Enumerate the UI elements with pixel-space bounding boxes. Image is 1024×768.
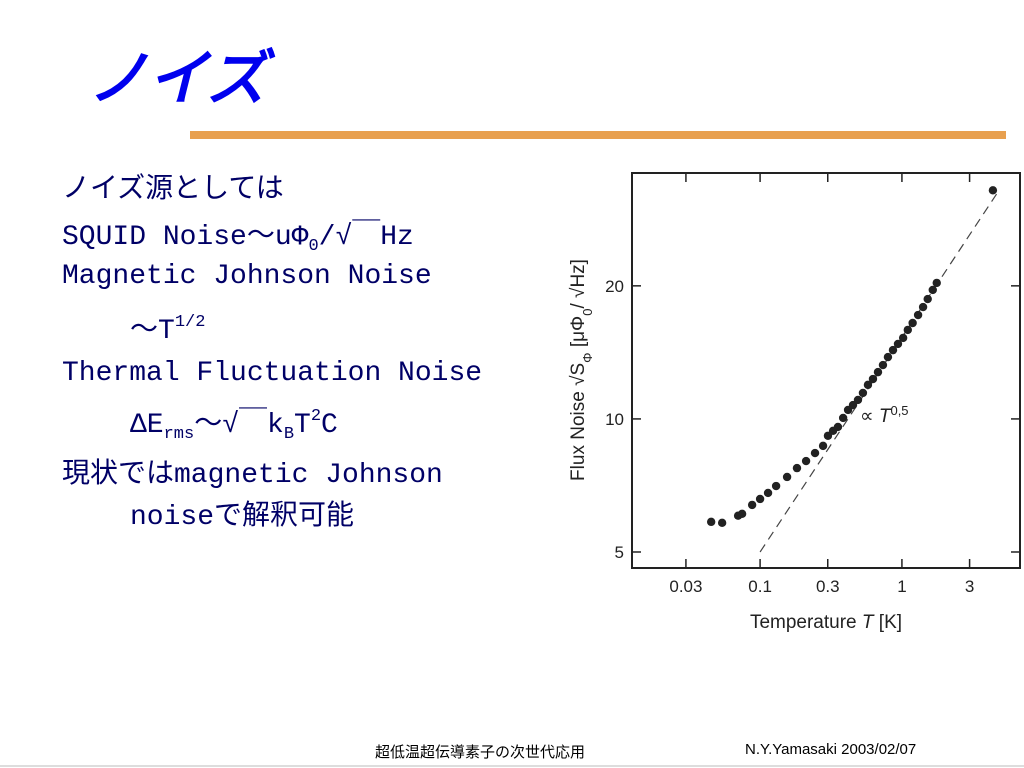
text-run: B <box>283 425 295 444</box>
text-run: ～T <box>130 316 175 347</box>
data-point <box>838 413 848 423</box>
data-point <box>771 481 781 491</box>
x-tick-label: 0.03 <box>669 577 702 596</box>
data-point <box>737 509 747 519</box>
footer-left: 超低温超伝導素子の次世代応用 <box>375 744 586 761</box>
x-tick-label: 0.1 <box>748 577 772 596</box>
data-point <box>888 345 898 355</box>
text-run: Φ <box>580 352 595 362</box>
data-point <box>878 360 888 370</box>
data-point <box>863 380 873 390</box>
text-run: ΔE <box>130 410 164 441</box>
x-tick-label: 0.3 <box>816 577 840 596</box>
text-run: ～√￣k <box>194 410 284 441</box>
body-line: Magnetic Johnson Noise <box>62 261 432 292</box>
text-run: C <box>321 410 338 441</box>
body-line: SQUID Noise～uΦ0/√￣Hz <box>62 213 414 256</box>
text-run: 現状ではmagnetic Johnson <box>62 460 443 491</box>
y-tick-label: 20 <box>605 277 624 296</box>
data-point <box>893 339 903 349</box>
data-point <box>868 374 878 384</box>
data-point <box>801 456 811 466</box>
body-line: Thermal Fluctuation Noise <box>62 358 482 389</box>
text-run: Flux Noise √S <box>568 363 589 481</box>
x-tick-label: 3 <box>965 577 974 596</box>
slide-title: ノイズ <box>88 45 267 112</box>
footer-right: N.Y.Yamasaki 2003/02/07 <box>745 741 917 758</box>
data-point <box>898 333 908 343</box>
text-run: / √Hz] <box>568 259 589 309</box>
text-run: 0 <box>580 309 595 316</box>
text-run: Thermal Fluctuation Noise <box>62 358 483 389</box>
y-tick-label: 10 <box>605 410 624 429</box>
text-run: rms <box>163 425 195 444</box>
text-run: 0 <box>308 237 319 256</box>
body-line: 現状ではmagnetic Johnson <box>62 451 443 491</box>
data-point <box>833 422 843 432</box>
text-run: 2 <box>310 407 322 426</box>
text-run: [K] <box>874 612 903 633</box>
plot-frame <box>631 172 1021 569</box>
text-run: /√￣Hz <box>318 222 414 253</box>
data-point <box>792 463 802 473</box>
data-point <box>873 367 883 377</box>
text-run: ノイズ源としては <box>62 175 284 206</box>
text-run: T <box>294 410 311 441</box>
annotation: ∝ T0,5 <box>860 403 909 428</box>
data-point <box>763 488 773 498</box>
text-run: 0,5 <box>890 403 908 418</box>
y-axis-label: Flux Noise √SΦ [μΦ0/ √Hz] <box>568 259 595 481</box>
data-point <box>755 494 765 504</box>
data-point <box>717 518 727 528</box>
x-axis-label: Temperature T [K] <box>750 612 902 633</box>
data-point <box>810 448 820 458</box>
text-run: 1/2 <box>174 313 206 332</box>
text-run: T <box>862 612 875 633</box>
title-rule <box>190 131 1006 139</box>
text-run: ∝ <box>860 406 879 427</box>
text-run: [μΦ <box>568 316 589 353</box>
data-point <box>747 500 757 510</box>
data-point <box>883 352 893 362</box>
y-tick-label: 5 <box>615 543 624 562</box>
text-run: Magnetic Johnson Noise <box>62 261 432 292</box>
x-tick-label: 1 <box>897 577 906 596</box>
body-line: ΔErms～√￣kBT2C <box>130 401 338 444</box>
data-point <box>923 294 932 304</box>
data-point <box>853 395 863 405</box>
data-point <box>988 186 998 195</box>
data-point <box>782 472 792 482</box>
data-point <box>706 517 716 527</box>
body-line: ノイズ源としては <box>62 166 284 206</box>
text-run: noiseで解釈可能 <box>130 502 355 533</box>
data-point <box>858 388 868 398</box>
data-point <box>932 278 941 288</box>
data-point <box>908 318 917 328</box>
body-line: noiseで解釈可能 <box>130 493 354 533</box>
text-run: SQUID Noise～uΦ <box>62 222 309 253</box>
data-point <box>903 325 912 335</box>
data-point <box>928 285 937 295</box>
text-run: Temperature <box>750 612 862 633</box>
data-point <box>918 302 928 312</box>
data-point <box>913 310 923 320</box>
data-point <box>818 441 828 451</box>
body-line: ～T1/2 <box>130 307 205 347</box>
text-run: T <box>879 406 892 427</box>
